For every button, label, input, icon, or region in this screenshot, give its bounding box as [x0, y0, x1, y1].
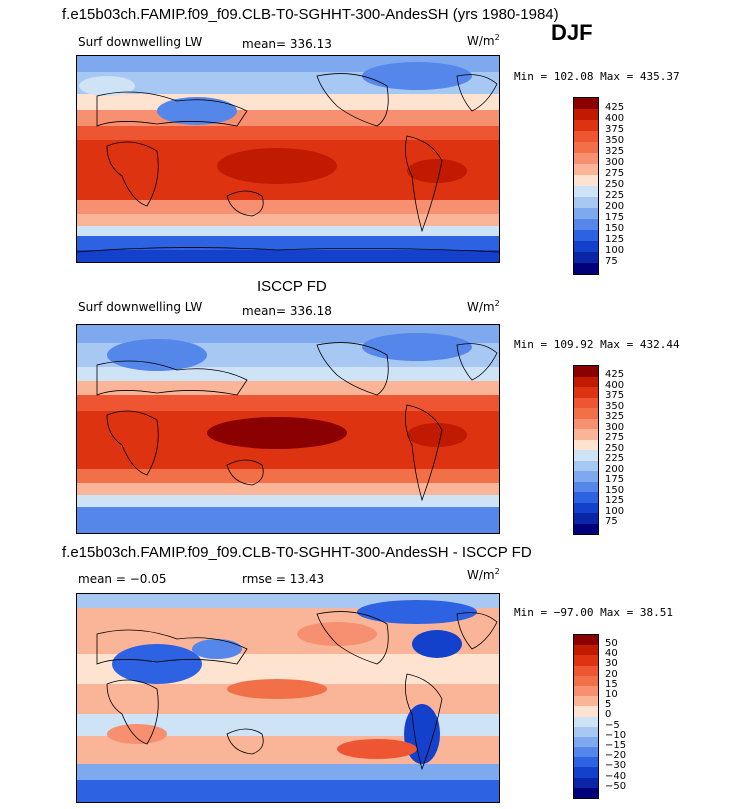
- cbar-label: 425: [605, 102, 625, 113]
- panel-diff-title: f.e15b03ch.FAMIP.f09_f09.CLB-T0-SGHHT-30…: [62, 544, 532, 561]
- cbar-label: 125: [605, 234, 625, 245]
- cbar-label: 350: [605, 135, 625, 146]
- cbar-label: 225: [605, 453, 625, 464]
- panel-diff-map: [76, 593, 500, 803]
- panel-obs-colorbar: [573, 365, 599, 535]
- cbar-label: −5: [605, 720, 620, 731]
- panel-diff-mean: mean = −0.05: [78, 572, 167, 586]
- cbar-label: 15: [605, 679, 618, 690]
- cbar-label: 225: [605, 190, 625, 201]
- panel-obs-mean: mean= 336.18: [242, 304, 332, 318]
- cbar-label: 375: [605, 390, 625, 401]
- cbar-label: 400: [605, 113, 625, 124]
- panel-obs-map: [76, 324, 500, 534]
- cbar-label: 175: [605, 212, 625, 223]
- cbar-label: 75: [605, 256, 618, 267]
- cbar-label: 300: [605, 157, 625, 168]
- cbar-label: 275: [605, 168, 625, 179]
- panel-obs-title: ISCCP FD: [257, 278, 327, 295]
- panel-obs-units: W/m2: [467, 299, 500, 314]
- panel-model-map: [76, 55, 500, 263]
- cbar-label: 5: [605, 699, 612, 710]
- panel-model-mean: mean= 336.13: [242, 37, 332, 51]
- panel-obs-variable: Surf downwelling LW: [78, 300, 203, 314]
- cbar-label: 250: [605, 179, 625, 190]
- cbar-label: 125: [605, 495, 625, 506]
- cbar-label: 275: [605, 432, 625, 443]
- cbar-label: −15: [605, 740, 627, 751]
- cbar-label: −10: [605, 730, 627, 741]
- cbar-label: 30: [605, 658, 618, 669]
- cbar-label: 200: [605, 201, 625, 212]
- cbar-label: 250: [605, 443, 625, 454]
- cbar-label: 100: [605, 506, 625, 517]
- cbar-label: 300: [605, 422, 625, 433]
- panel-model-variable: Surf downwelling LW: [78, 35, 203, 49]
- cbar-label: 375: [605, 124, 625, 135]
- cbar-label: −20: [605, 750, 627, 761]
- panel-model-colorbar: [573, 97, 599, 275]
- cbar-label: 350: [605, 401, 625, 412]
- cbar-label: 10: [605, 689, 618, 700]
- cbar-label: 20: [605, 669, 618, 680]
- panel-diff-rmse: rmse = 13.43: [242, 572, 325, 586]
- panel-diff-minmax: Min = −97.00 Max = 38.51: [514, 606, 673, 619]
- figure-title: f.e15b03ch.FAMIP.f09_f09.CLB-T0-SGHHT-30…: [62, 6, 559, 23]
- cbar-label: −40: [605, 771, 627, 782]
- cbar-label: 325: [605, 411, 625, 422]
- season-label: DJF: [551, 20, 593, 45]
- panel-diff-units: W/m2: [467, 567, 500, 582]
- cbar-label: 50: [605, 638, 618, 649]
- cbar-label: 175: [605, 474, 625, 485]
- cbar-label: 75: [605, 516, 618, 527]
- cbar-label: 400: [605, 380, 625, 391]
- cbar-label: 325: [605, 146, 625, 157]
- cbar-label: −30: [605, 760, 627, 771]
- cbar-label: 150: [605, 485, 625, 496]
- cbar-label: 200: [605, 464, 625, 475]
- panel-model-minmax: Min = 102.08 Max = 435.37: [514, 70, 680, 83]
- cbar-label: −50: [605, 781, 627, 792]
- panel-diff-colorbar: [573, 634, 599, 799]
- panel-model-units: W/m2: [467, 33, 500, 48]
- panel-obs-minmax: Min = 109.92 Max = 432.44: [514, 338, 680, 351]
- cbar-label: 40: [605, 648, 618, 659]
- cbar-label: 150: [605, 223, 625, 234]
- cbar-label: 100: [605, 245, 625, 256]
- cbar-label: 425: [605, 369, 625, 380]
- cbar-label: 0: [605, 709, 612, 720]
